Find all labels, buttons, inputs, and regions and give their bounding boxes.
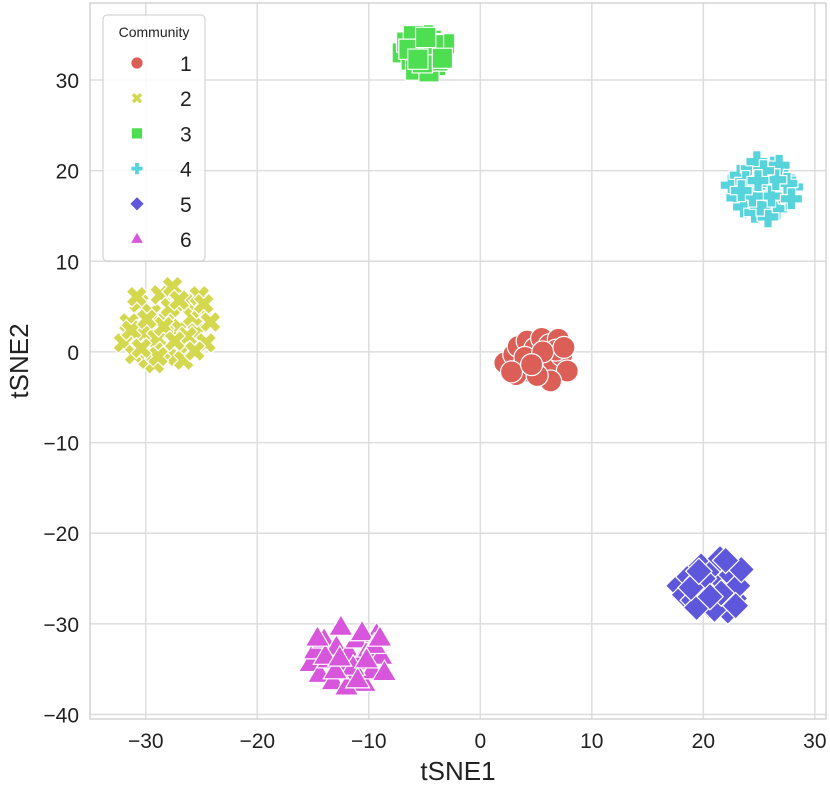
data-point: [711, 546, 740, 575]
x-axis-label: tSNE1: [420, 756, 495, 786]
data-point: [320, 668, 347, 691]
x-tick-label: 30: [803, 730, 826, 753]
data-point: [695, 582, 725, 611]
data-point: [721, 591, 750, 620]
data-point: [135, 307, 159, 331]
data-point: [322, 657, 349, 680]
data-point: [552, 335, 576, 360]
y-tick-label: −20: [43, 523, 79, 546]
legend-marker: [130, 91, 144, 105]
y-tick-label: 30: [56, 70, 79, 93]
legend-marker: [130, 56, 144, 70]
legend-label: 3: [180, 123, 192, 146]
data-point: [366, 624, 394, 647]
y-axis-label: tSNE2: [4, 323, 34, 398]
data-point: [326, 644, 353, 667]
legend: Community 1 2 3 4 5 6: [102, 14, 206, 262]
legend-marker: [131, 127, 143, 140]
data-point: [161, 275, 184, 299]
data-point: [779, 187, 804, 211]
legend-label: 1: [180, 53, 192, 76]
data-point: [729, 179, 753, 203]
data-point: [371, 658, 398, 682]
data-point: [414, 26, 437, 49]
legend-label: 5: [180, 194, 192, 217]
data-point: [746, 169, 770, 193]
data-point: [146, 345, 170, 368]
y-tick-label: 0: [67, 342, 79, 365]
legend-entry-6: 6: [129, 229, 192, 252]
legend-entry-3: 3: [131, 123, 192, 146]
grid-lines: [90, 3, 826, 719]
legend-box: [102, 14, 206, 262]
series-community-2: [112, 275, 222, 376]
legend-marker: [129, 196, 145, 212]
y-tick-label: 20: [56, 161, 79, 184]
data-point: [349, 619, 376, 642]
series-community-4: [719, 150, 805, 229]
legend-marker: [130, 162, 144, 176]
data-point: [304, 624, 331, 647]
y-tick-label: −10: [43, 433, 79, 456]
y-axis-ticks: −40 −30 −20 −10 0 10 20 30: [43, 70, 79, 727]
series-community-3: [391, 24, 456, 83]
legend-entry-4: 4: [130, 159, 192, 182]
series-community-5: [664, 544, 756, 626]
y-tick-label: −30: [43, 614, 79, 637]
x-axis-ticks: −30 −20 −10 0 10 20 30: [128, 730, 827, 753]
data-point: [519, 353, 544, 377]
x-tick-label: 20: [692, 730, 715, 753]
data-point: [367, 642, 395, 665]
series-community-1: [493, 326, 579, 393]
y-tick-label: 10: [56, 251, 79, 274]
legend-marker: [129, 231, 145, 244]
data-point: [684, 557, 713, 586]
legend-entries: 1 2 3 4 5 6: [129, 53, 192, 252]
x-tick-label: 0: [474, 730, 486, 753]
plot-frame: [89, 2, 827, 720]
data-points: [112, 24, 805, 696]
data-point: [167, 288, 191, 312]
data-point: [353, 646, 380, 669]
legend-title: Community: [119, 24, 190, 40]
x-tick-label: 10: [580, 730, 603, 753]
legend-label: 2: [180, 88, 192, 111]
data-point: [431, 47, 454, 70]
data-point: [327, 613, 354, 636]
data-point: [344, 666, 371, 689]
x-tick-label: −30: [128, 730, 164, 753]
data-point: [163, 329, 187, 353]
legend-entry-5: 5: [129, 194, 192, 217]
legend-entry-2: 2: [130, 88, 192, 111]
data-point: [125, 285, 149, 309]
x-tick-label: −20: [239, 730, 275, 753]
x-tick-label: −10: [351, 730, 387, 753]
y-tick-label: −40: [43, 704, 79, 727]
data-point: [129, 336, 153, 360]
data-point: [407, 48, 429, 70]
legend-label: 4: [180, 159, 192, 182]
legend-label: 6: [180, 229, 192, 252]
data-point: [183, 339, 207, 363]
series-community-6: [297, 613, 398, 696]
data-point: [192, 292, 216, 316]
legend-entry-1: 1: [130, 53, 192, 76]
data-point: [499, 360, 524, 384]
